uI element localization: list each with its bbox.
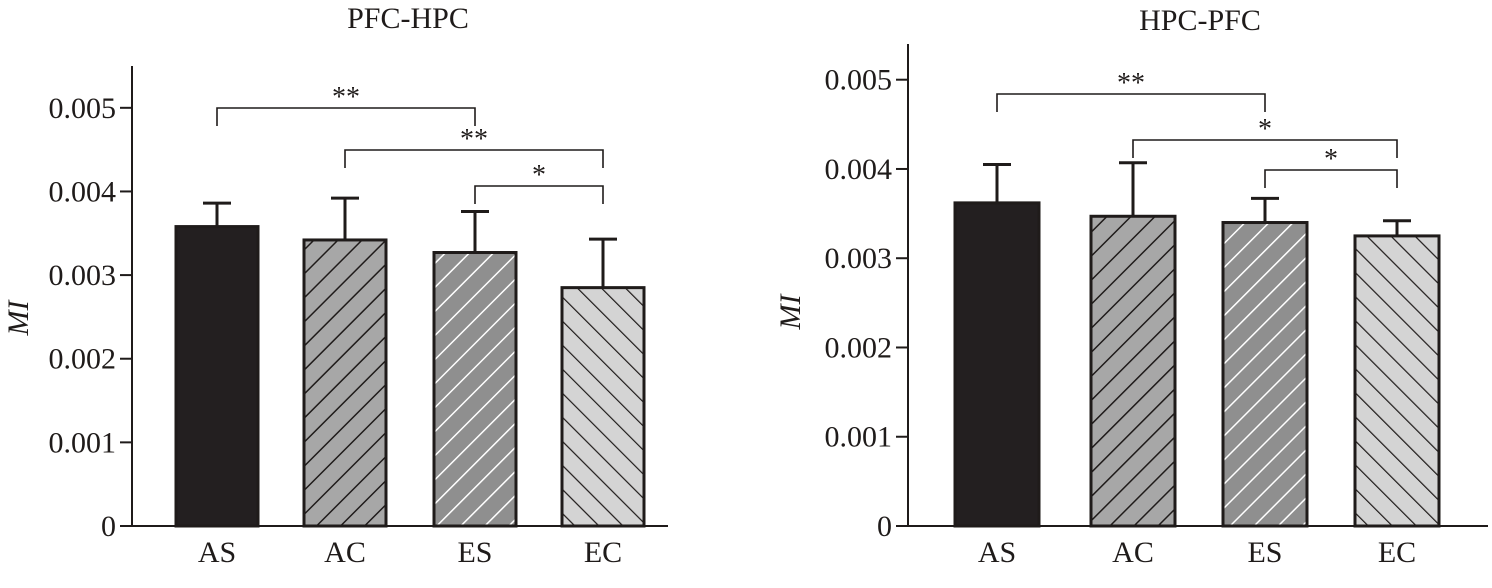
x-tick-label-ac: AC xyxy=(324,536,366,569)
significance-bracket xyxy=(996,93,1266,112)
bar-as xyxy=(953,201,1041,528)
chart-panel-pfc-hpc: PFC-HPC MI 0 0.001 0.002 0.003 0.004 0.005 AS AC E… xyxy=(2,2,668,569)
x-tick-label-ac: AC xyxy=(1112,536,1154,569)
significance-bracket xyxy=(474,185,604,204)
bar-ac xyxy=(1089,214,1177,528)
bar-es xyxy=(1221,221,1309,528)
bar-es xyxy=(432,251,518,528)
significance-label: * xyxy=(1324,144,1338,175)
y-tick-label: 0.005 xyxy=(49,92,117,125)
y-tick-label: 0 xyxy=(877,510,892,543)
x-tick-label-es: ES xyxy=(1247,536,1282,569)
bar-ec xyxy=(1353,234,1441,528)
bar-as xyxy=(174,225,260,528)
significance-label: * xyxy=(1258,114,1272,145)
chart-title: HPC-PFC xyxy=(1139,4,1261,37)
y-tick-label: 0 xyxy=(101,510,116,543)
y-tick-label: 0.004 xyxy=(825,153,893,186)
y-tick-label: 0.004 xyxy=(49,175,117,208)
x-tick-label-as: AS xyxy=(198,536,236,569)
x-tick-label-as: AS xyxy=(978,536,1016,569)
significance-label: * xyxy=(532,160,546,191)
chart-panel-hpc-pfc: HPC-PFC MI 0 0.001 0.002 0.003 0.004 0.005 AS AC E… xyxy=(774,4,1488,569)
bar-ec xyxy=(560,286,646,528)
y-tick-label: 0.003 xyxy=(49,259,117,292)
y-tick-label: 0.005 xyxy=(825,64,893,97)
significance-bracket xyxy=(344,149,604,168)
chart-title: PFC-HPC xyxy=(347,2,469,35)
significance-label: ** xyxy=(1117,68,1145,99)
y-tick-label: 0.001 xyxy=(49,426,117,459)
y-tick-label: 0.002 xyxy=(825,331,893,364)
significance-bracket xyxy=(216,107,476,126)
bar-ac xyxy=(302,238,388,528)
y-tick-label: 0.003 xyxy=(825,242,893,275)
significance-label: ** xyxy=(332,82,360,113)
x-tick-label-ec: EC xyxy=(1378,536,1416,569)
significance-bracket xyxy=(1132,139,1398,158)
significance-label: ** xyxy=(460,124,488,155)
y-tick-label: 0.002 xyxy=(49,343,117,376)
y-axis-label: MI xyxy=(774,293,807,331)
x-tick-label-ec: EC xyxy=(584,536,622,569)
significance-bracket xyxy=(1264,169,1398,188)
y-axis-label: MI xyxy=(2,299,35,337)
y-tick-label: 0.001 xyxy=(825,421,893,454)
x-tick-label-es: ES xyxy=(457,536,492,569)
